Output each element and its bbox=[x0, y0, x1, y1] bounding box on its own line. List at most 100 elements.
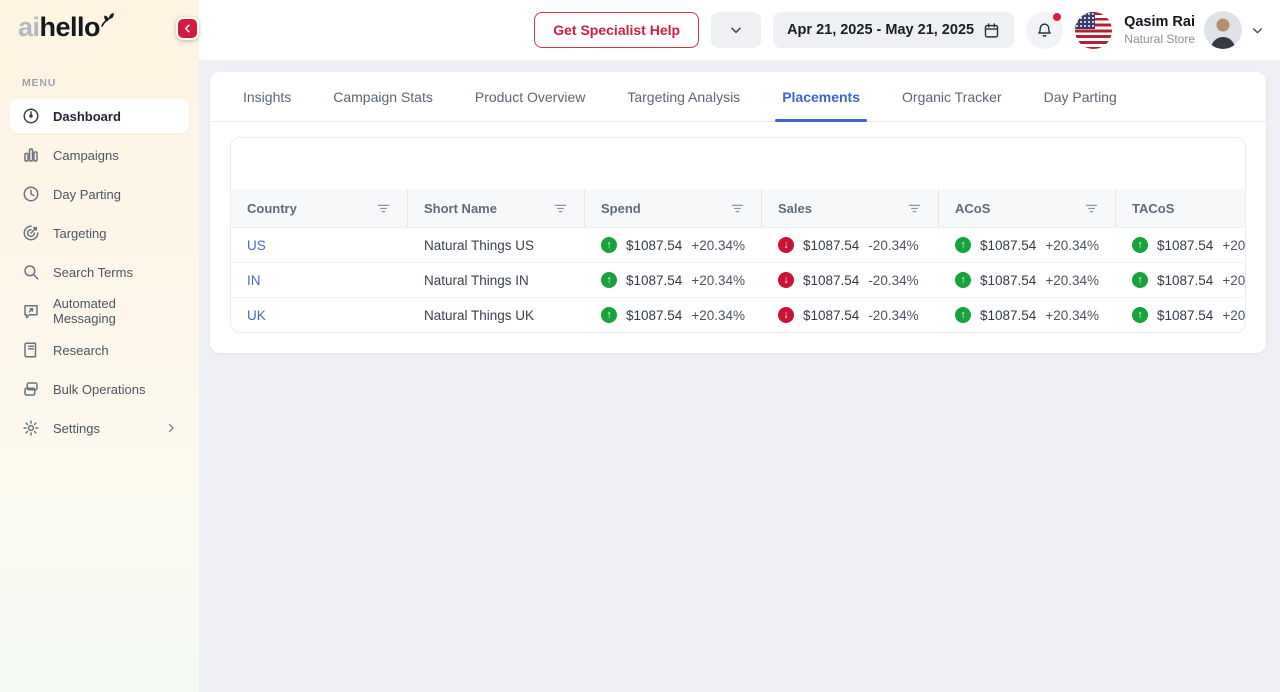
sales-cell: $1087.54 -20.34% bbox=[762, 228, 939, 262]
sidebar-collapse-button[interactable] bbox=[176, 17, 199, 40]
filter-icon[interactable] bbox=[553, 201, 568, 216]
metric-change: +20.34% bbox=[691, 238, 745, 253]
filter-icon[interactable] bbox=[1084, 201, 1099, 216]
metric-value: $1087.54 bbox=[803, 238, 859, 253]
filter-icon[interactable] bbox=[730, 201, 745, 216]
date-range-button[interactable]: Apr 21, 2025 - May 21, 2025 bbox=[773, 12, 1014, 48]
calendar-icon bbox=[983, 22, 1000, 39]
tab-product-overview[interactable]: Product Overview bbox=[454, 72, 606, 121]
column-label: Spend bbox=[601, 201, 641, 216]
trend-up-icon bbox=[601, 307, 617, 323]
trend-up-icon bbox=[955, 237, 971, 253]
country-link[interactable]: IN bbox=[247, 273, 261, 288]
sidebar-item-bulk-operations[interactable]: Bulk Operations bbox=[10, 372, 189, 406]
notifications-button[interactable] bbox=[1026, 12, 1063, 49]
metric-change: +20.34% bbox=[1222, 273, 1246, 288]
metric-value: $1087.54 bbox=[1157, 273, 1213, 288]
topbar: Get Specialist Help Apr 21, 2025 - May 2… bbox=[199, 0, 1280, 60]
table-row: US Natural Things US $1087.54 +20.34% $1… bbox=[231, 227, 1246, 262]
metric-change: -20.34% bbox=[868, 238, 918, 253]
main-content: Insights Campaign Stats Product Overview… bbox=[199, 60, 1280, 692]
column-label: Sales bbox=[778, 201, 812, 216]
metric-change: +20.34% bbox=[1045, 273, 1099, 288]
sidebar-item-label: Settings bbox=[53, 421, 152, 436]
tab-day-parting[interactable]: Day Parting bbox=[1023, 72, 1138, 121]
column-header-tacos: TACoS bbox=[1116, 189, 1246, 227]
sidebar-item-label: Automated Messaging bbox=[53, 296, 177, 326]
spend-cell: $1087.54 +20.34% bbox=[585, 298, 762, 332]
table-header-row: Country Short Name Spend Sales bbox=[231, 189, 1246, 227]
date-preset-dropdown-button[interactable] bbox=[711, 12, 761, 48]
country-cell: US bbox=[231, 228, 408, 262]
get-specialist-help-button[interactable]: Get Specialist Help bbox=[534, 12, 699, 48]
avatar bbox=[1204, 11, 1242, 49]
metric-value: $1087.54 bbox=[803, 273, 859, 288]
boxes-icon bbox=[22, 380, 40, 398]
filter-icon[interactable] bbox=[907, 201, 922, 216]
tab-organic-tracker[interactable]: Organic Tracker bbox=[881, 72, 1023, 121]
column-header-short-name: Short Name bbox=[408, 189, 585, 227]
trend-up-icon bbox=[1132, 272, 1148, 288]
trend-up-icon bbox=[955, 272, 971, 288]
metric-change: +20.34% bbox=[1045, 308, 1099, 323]
app-screen: aihello MENU Dashboard Campaigns bbox=[0, 0, 1280, 692]
placements-table: Country Short Name Spend Sales bbox=[231, 189, 1246, 332]
tab-targeting-analysis[interactable]: Targeting Analysis bbox=[606, 72, 761, 121]
filter-icon[interactable] bbox=[376, 201, 391, 216]
short-name-cell: Natural Things US bbox=[408, 228, 585, 262]
spend-cell: $1087.54 +20.34% bbox=[585, 263, 762, 297]
sidebar-item-settings[interactable]: Settings bbox=[10, 411, 189, 445]
country-cell: IN bbox=[231, 263, 408, 297]
metric-value: $1087.54 bbox=[980, 273, 1036, 288]
metric-value: $1087.54 bbox=[1157, 238, 1213, 253]
user-store: Natural Store bbox=[1124, 32, 1195, 47]
chevron-down-icon bbox=[1251, 24, 1264, 37]
metric-change: +20.34% bbox=[1222, 308, 1246, 323]
metric-change: +20.34% bbox=[691, 308, 745, 323]
column-label: Short Name bbox=[424, 201, 497, 216]
sidebar: aihello MENU Dashboard Campaigns bbox=[0, 0, 199, 692]
book-icon bbox=[22, 341, 40, 359]
sprout-icon bbox=[96, 12, 114, 30]
acos-cell: $1087.54 +20.34% bbox=[939, 263, 1116, 297]
sidebar-item-research[interactable]: Research bbox=[10, 333, 189, 367]
metric-value: $1087.54 bbox=[1157, 308, 1213, 323]
metric-change: +20.34% bbox=[1045, 238, 1099, 253]
table-toolbar-space bbox=[231, 138, 1245, 189]
user-name: Qasim Rai bbox=[1124, 13, 1195, 31]
column-label: TACoS bbox=[1132, 201, 1174, 216]
sidebar-item-label: Day Parting bbox=[53, 187, 177, 202]
clock-icon bbox=[22, 185, 40, 203]
sidebar-item-label: Campaigns bbox=[53, 148, 177, 163]
tab-placements[interactable]: Placements bbox=[761, 72, 881, 121]
country-cell: UK bbox=[231, 298, 408, 332]
sidebar-item-search-terms[interactable]: Search Terms bbox=[10, 255, 189, 289]
metric-value: $1087.54 bbox=[626, 308, 682, 323]
trend-down-icon bbox=[778, 307, 794, 323]
marketplace-flag-us[interactable] bbox=[1075, 12, 1112, 49]
sidebar-item-label: Dashboard bbox=[53, 109, 177, 124]
country-link[interactable]: UK bbox=[247, 308, 266, 323]
gear-icon bbox=[22, 419, 40, 437]
tab-campaign-stats[interactable]: Campaign Stats bbox=[312, 72, 454, 121]
sidebar-item-day-parting[interactable]: Day Parting bbox=[10, 177, 189, 211]
sidebar-item-automated-messaging[interactable]: Automated Messaging bbox=[10, 294, 189, 328]
short-name-cell: Natural Things IN bbox=[408, 263, 585, 297]
user-menu[interactable]: Qasim Rai Natural Store bbox=[1124, 11, 1264, 49]
tacos-cell: $1087.54 +20.34% bbox=[1116, 263, 1246, 297]
tacos-cell: $1087.54 +20.34% bbox=[1116, 298, 1246, 332]
sidebar-item-campaigns[interactable]: Campaigns bbox=[10, 138, 189, 172]
gauge-icon bbox=[22, 107, 40, 125]
placements-table-card: Country Short Name Spend Sales bbox=[230, 137, 1246, 333]
sidebar-item-dashboard[interactable]: Dashboard bbox=[10, 99, 189, 133]
country-link[interactable]: US bbox=[247, 238, 266, 253]
metric-change: -20.34% bbox=[868, 273, 918, 288]
sidebar-item-label: Research bbox=[53, 343, 177, 358]
sidebar-item-targeting[interactable]: Targeting bbox=[10, 216, 189, 250]
trend-up-icon bbox=[1132, 307, 1148, 323]
column-label: ACoS bbox=[955, 201, 990, 216]
flag-canton bbox=[1075, 12, 1095, 29]
menu-section-label: MENU bbox=[22, 77, 199, 89]
tab-insights[interactable]: Insights bbox=[222, 72, 312, 121]
metric-change: -20.34% bbox=[868, 308, 918, 323]
